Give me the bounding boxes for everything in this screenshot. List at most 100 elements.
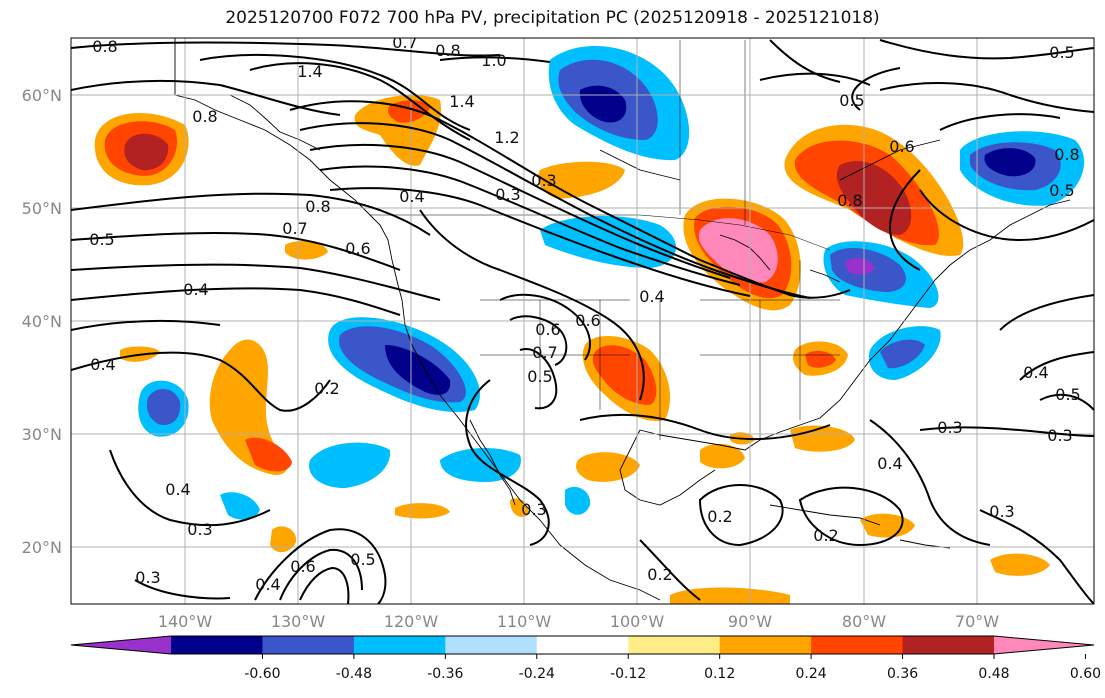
contour-label: 0.8: [837, 191, 862, 210]
colorbar-tick-label: -0.36: [427, 666, 463, 682]
colorbar-segment: [353, 636, 446, 654]
contour-label: 0.6: [290, 557, 315, 576]
contour-label: 0.3: [187, 520, 212, 539]
contour-label: 0.3: [989, 502, 1014, 521]
colorbar-segment: [719, 636, 812, 654]
colorbar-segment: [262, 636, 355, 654]
colorbar-outline: [70, 635, 1095, 655]
lat-tick-label: 30°N: [22, 425, 62, 444]
contour-label: 0.6: [889, 137, 914, 156]
contour-label: 0.2: [314, 379, 339, 398]
colorbar-tick-label: 0.12: [704, 666, 735, 682]
lat-tick-label: 60°N: [22, 86, 62, 105]
contour-label: 0.7: [282, 219, 307, 238]
contour-label: 0.6: [535, 320, 560, 339]
precip-anomaly-positive: [700, 443, 745, 469]
contour-label: 1.4: [297, 62, 322, 81]
precip-anomaly-negative: [845, 258, 875, 275]
latitude-axis: 60°N 50°N 40°N 30°N 20°N: [22, 86, 62, 557]
longitude-axis: 140°W 130°W 120°W 110°W 100°W 90°W 80°W …: [158, 612, 999, 631]
lat-lon-grid: [71, 38, 1094, 604]
precip-anomaly-positive: [836, 161, 912, 235]
contour-label: 0.3: [1047, 426, 1072, 445]
contour-label: 0.4: [399, 187, 424, 206]
contour-label: 1.0: [481, 51, 506, 70]
precip-anomaly-positive: [576, 452, 640, 482]
colorbar-tick-label: 0.60: [1070, 666, 1101, 682]
lat-tick-label: 40°N: [22, 312, 62, 331]
contour-label: 0.8: [305, 197, 330, 216]
colorbar-segment: [171, 636, 263, 654]
contour-label: 0.8: [435, 41, 460, 60]
contour-label: 0.8: [1054, 145, 1079, 164]
contour-label: 0.4: [183, 280, 208, 299]
contour-label: 0.5: [89, 230, 114, 249]
pv-contours: [71, 39, 1094, 604]
precip-anomaly-positive: [990, 553, 1050, 576]
contour-label: 1.4: [449, 92, 474, 111]
contour-label: 0.6: [345, 239, 370, 258]
contour-label: 0.3: [495, 185, 520, 204]
colorbar-tick-label: -0.48: [336, 666, 372, 682]
political-boundaries: [370, 40, 840, 440]
colorbar-tick-label: 0.24: [796, 666, 827, 682]
lon-tick-label: 110°W: [497, 612, 552, 631]
colorbar-tick-label: 0.36: [887, 666, 918, 682]
precip-anomaly-positive: [860, 513, 915, 538]
contour-label: 0.5: [1049, 43, 1074, 62]
contour-label: 0.8: [92, 37, 117, 56]
contour-label: 0.3: [531, 171, 556, 190]
contour-label: 0.4: [639, 287, 664, 306]
precip-anomaly-negative: [385, 345, 451, 395]
colorbar-tick-label: 0.48: [978, 666, 1009, 682]
colorbar-segment: [811, 636, 904, 654]
lat-tick-label: 50°N: [22, 199, 62, 218]
colorbar-tick-label: -0.12: [610, 666, 646, 682]
colorbar-segment: [445, 636, 538, 654]
precip-anomaly-negative: [880, 339, 925, 369]
lat-tick-label: 20°N: [22, 538, 62, 557]
contour-label: 0.5: [527, 367, 552, 386]
contour-label: 0.2: [813, 526, 838, 545]
contour-label: 0.4: [165, 480, 190, 499]
precip-anomaly-positive: [395, 503, 450, 519]
contour-label: 0.4: [255, 575, 280, 594]
lon-tick-label: 130°W: [271, 612, 326, 631]
contour-label: 0.5: [1055, 385, 1080, 404]
colorbar-extend-min: [71, 636, 171, 654]
colorbar-segment: [628, 636, 721, 654]
precip-anomaly-positive: [245, 437, 292, 472]
lon-tick-label: 140°W: [158, 612, 213, 631]
contour-label: 0.3: [521, 500, 546, 519]
lon-tick-label: 80°W: [842, 612, 886, 631]
contour-label: 0.6: [575, 311, 600, 330]
colorbar-tick-label: -0.60: [244, 666, 280, 682]
precip-anomaly-negative: [146, 389, 181, 426]
colorbar: -0.60 -0.48 -0.36 -0.24 -0.12 0.12 0.24 0.36 0.4…: [70, 635, 1101, 682]
precip-anomaly-positive: [285, 240, 328, 260]
precip-anomaly-negative: [984, 148, 1036, 177]
contour-label: 0.8: [192, 107, 217, 126]
colorbar-segment: [902, 636, 995, 654]
map-title: 2025120700 F072 700 hPa PV, precipitatio…: [225, 8, 880, 28]
precip-anomaly-positive: [270, 526, 297, 553]
contour-label: 0.3: [937, 418, 962, 437]
precip-anomaly-positive: [698, 218, 778, 283]
contour-label: 0.4: [90, 355, 115, 374]
contour-labels: 0.8 0.7 0.8 1.0 1.4 1.4 0.8 0.4 0.5 0.6 …: [89, 37, 1080, 594]
contour-label: 0.3: [135, 568, 160, 587]
contour-label: 0.4: [877, 454, 902, 473]
colorbar-extend-max: [994, 636, 1094, 654]
colorbar-tick-label: -0.24: [519, 666, 555, 682]
lon-tick-label: 70°W: [955, 612, 999, 631]
contour-label: 0.2: [647, 565, 672, 584]
precip-anomaly-positive: [124, 133, 169, 171]
precip-anomaly-negative: [565, 486, 591, 515]
lon-tick-label: 100°W: [610, 612, 665, 631]
contour-label: 0.5: [350, 550, 375, 569]
precip-anomaly-negative: [220, 492, 260, 520]
lon-tick-label: 120°W: [384, 612, 439, 631]
contour-label: 1.2: [494, 128, 519, 147]
contour-label: 0.7: [532, 343, 557, 362]
